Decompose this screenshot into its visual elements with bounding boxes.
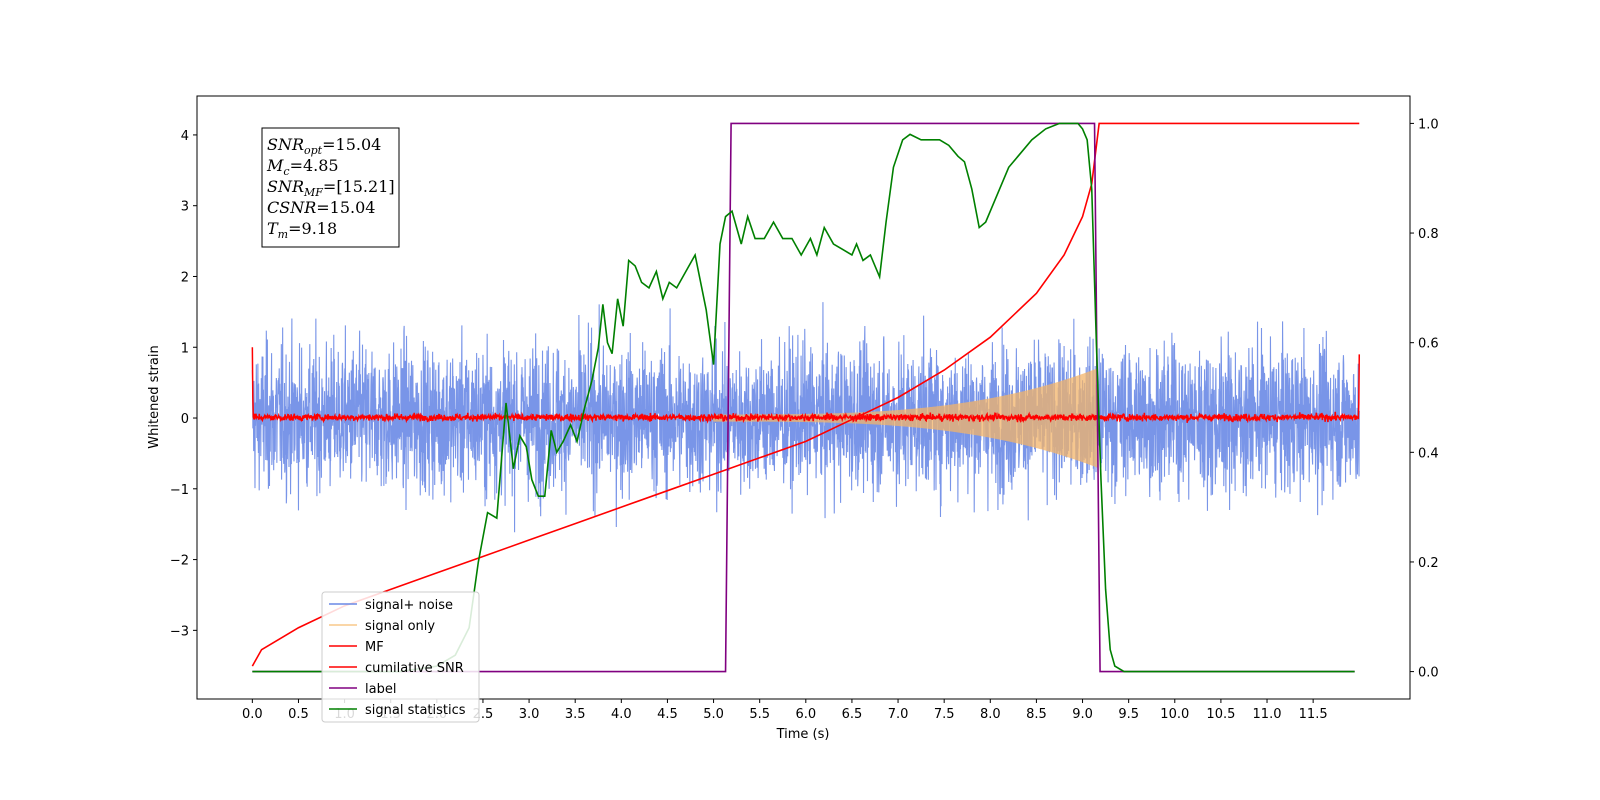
y-tick-label: 1 xyxy=(181,341,189,356)
x-tick-label: 9.5 xyxy=(1118,707,1139,722)
x-tick-label: 7.5 xyxy=(934,707,955,722)
x-tick-label: 3.0 xyxy=(519,707,540,722)
series-signal-statistics xyxy=(252,122,1355,673)
x-tick-label: 7.0 xyxy=(888,707,909,722)
y-axis-right: 0.0 0.2 0.4 0.6 0.8 1.0 xyxy=(1410,117,1439,681)
legend-entry: signal+ noise xyxy=(365,598,453,613)
y2-tick-label: 0.8 xyxy=(1418,227,1439,242)
legend-entry: MF xyxy=(365,640,384,655)
legend-entry: signal statistics xyxy=(365,703,466,718)
x-axis-label: Time (s) xyxy=(776,727,830,742)
annotation-line: SNRopt=15.04 xyxy=(267,135,381,157)
legend: signal+ noise signal only MF cumilative SNR… xyxy=(321,591,480,723)
x-tick-label: 5.5 xyxy=(749,707,770,722)
annotation-box: SNRopt=15.04Mc=4.85SNRMF=[15.21]CSNR=15.… xyxy=(261,127,400,248)
y-tick-label: 3 xyxy=(181,200,189,215)
annotation-line: Mc=4.85 xyxy=(266,156,339,178)
x-tick-label: 11.5 xyxy=(1299,707,1328,722)
annotation-line: Tm=9.18 xyxy=(267,219,337,241)
x-tick-label: 0.5 xyxy=(288,707,309,722)
annotation-line: CSNR=15.04 xyxy=(267,198,375,217)
x-tick-label: 8.5 xyxy=(1026,707,1047,722)
y-tick-label: 2 xyxy=(181,270,189,285)
x-tick-label: 6.0 xyxy=(795,707,816,722)
y2-tick-label: 0.4 xyxy=(1418,446,1439,461)
y-tick-label: −3 xyxy=(170,624,189,639)
x-tick-label: 3.5 xyxy=(565,707,586,722)
legend-entry: signal only xyxy=(365,619,435,634)
legend-entry: cumilative SNR xyxy=(365,661,464,676)
x-tick-label: 10.0 xyxy=(1160,707,1189,722)
y-tick-label: 0 xyxy=(181,412,189,427)
legend-frame xyxy=(321,591,480,723)
x-tick-label: 6.5 xyxy=(842,707,863,722)
x-tick-label: 4.0 xyxy=(611,707,632,722)
x-tick-label: 8.0 xyxy=(980,707,1001,722)
x-tick-label: 9.0 xyxy=(1072,707,1093,722)
y2-tick-label: 1.0 xyxy=(1418,117,1439,132)
y2-tick-label: 0.2 xyxy=(1418,556,1439,571)
plot-frame xyxy=(196,95,1411,700)
annotation-frame xyxy=(261,127,400,248)
y2-tick-label: 0.0 xyxy=(1418,666,1439,681)
y-tick-label: −1 xyxy=(170,483,189,498)
y-tick-label: 4 xyxy=(181,129,189,144)
y2-tick-label: 0.6 xyxy=(1418,337,1439,352)
legend-entry: label xyxy=(365,682,396,697)
y-tick-label: −2 xyxy=(170,554,189,569)
y-axis-label: Whitened strain xyxy=(147,345,162,448)
y-axis-left: −3 −2 −1 0 1 2 3 4 xyxy=(170,129,197,639)
x-tick-label: 0.0 xyxy=(242,707,263,722)
annotation-line: SNRMF=[15.21] xyxy=(267,177,395,199)
x-tick-label: 11.0 xyxy=(1253,707,1282,722)
x-tick-label: 5.0 xyxy=(703,707,724,722)
series-mf xyxy=(251,347,1361,425)
x-tick-label: 4.5 xyxy=(657,707,678,722)
series-signal-noise xyxy=(251,302,1360,533)
x-tick-label: 10.5 xyxy=(1206,707,1235,722)
